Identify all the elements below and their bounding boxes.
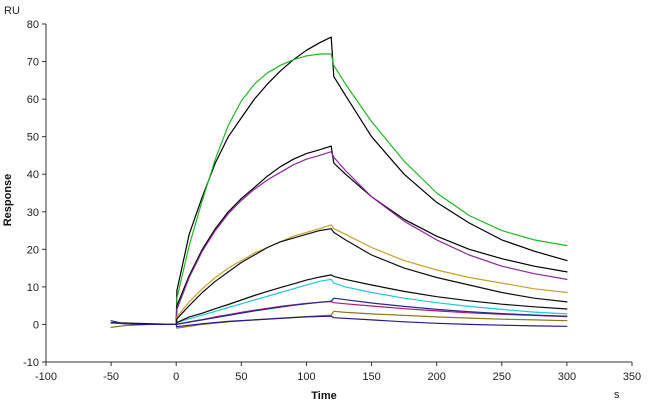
y-tick-label: 60 bbox=[27, 94, 39, 106]
x-tick-label: 150 bbox=[362, 371, 380, 383]
series-line-5 bbox=[175, 224, 568, 325]
x-tick-label: 300 bbox=[558, 371, 576, 383]
x-tick-label: -100 bbox=[35, 371, 57, 383]
y-tick-label: 10 bbox=[27, 282, 39, 294]
series-line-8 bbox=[175, 274, 568, 325]
y-tick-label: 20 bbox=[27, 244, 39, 256]
y-tick-label: 50 bbox=[27, 132, 39, 144]
series-line-3 bbox=[175, 145, 568, 325]
x-tick-label: 250 bbox=[493, 371, 511, 383]
series-line-6 bbox=[175, 228, 568, 325]
x-tick-label: 50 bbox=[235, 371, 247, 383]
y-tick-label: 40 bbox=[27, 169, 39, 181]
x-tick-label: -50 bbox=[103, 371, 119, 383]
y-tick-label: 30 bbox=[27, 207, 39, 219]
y-ticks: -10 0 10 20 30 40 50 60 70 80 bbox=[23, 19, 46, 369]
x-tick-label: 100 bbox=[297, 371, 315, 383]
series-line-1 bbox=[110, 36, 568, 325]
y-unit-label: RU bbox=[4, 5, 20, 17]
series-line-12 bbox=[110, 315, 568, 328]
series-line-4 bbox=[175, 151, 568, 325]
y-axis-title: Response bbox=[2, 174, 14, 227]
x-axis-title: Time bbox=[311, 390, 336, 402]
series-line-10 bbox=[110, 297, 568, 325]
x-tick-label: 200 bbox=[427, 371, 445, 383]
series-group bbox=[110, 36, 568, 329]
axes: -100 -50 0 50 100 150 200 250 300 350 -1001020304… bbox=[23, 19, 641, 383]
y-tick-label: 0 bbox=[33, 319, 39, 331]
y-tick-label: 80 bbox=[27, 19, 39, 31]
x-tick-label: 350 bbox=[623, 371, 641, 383]
y-tick-label: 70 bbox=[27, 57, 39, 69]
x-ticks: -100 -50 0 50 100 150 200 250 300 350 bbox=[35, 362, 641, 383]
series-line-7 bbox=[175, 278, 568, 325]
x-unit-label: s bbox=[614, 389, 620, 401]
x-tick-label: 0 bbox=[173, 371, 179, 383]
y-tick-label: -10 bbox=[23, 357, 39, 369]
series-line-2 bbox=[175, 53, 568, 325]
